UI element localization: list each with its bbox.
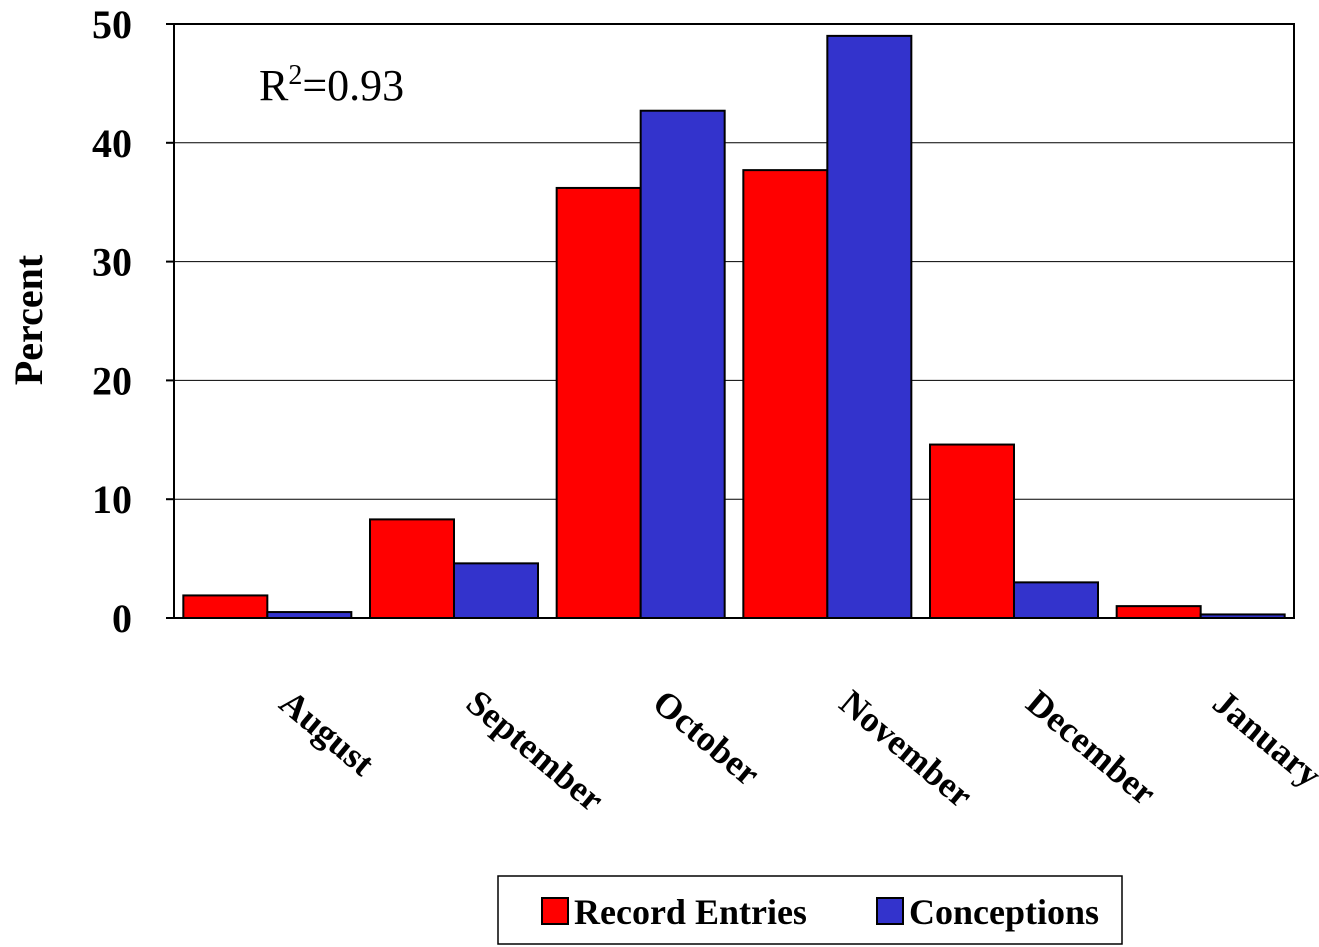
x-category-labels: August September October November December Ja… bbox=[272, 682, 1319, 819]
x-category-label-december: December bbox=[1019, 682, 1164, 813]
bar-record-entries-december bbox=[929, 443, 1015, 619]
legend-swatch-conceptions bbox=[876, 897, 904, 925]
y-tick-label-40: 40 bbox=[92, 121, 132, 166]
x-category-label-september: September bbox=[459, 682, 612, 819]
bar-conceptions-september bbox=[453, 562, 539, 619]
x-category-label-november: November bbox=[832, 682, 980, 815]
legend-label-conceptions: Conceptions bbox=[909, 892, 1099, 932]
legend-swatch-record-entries bbox=[541, 897, 569, 925]
gridlines bbox=[174, 142, 1294, 500]
bar-conceptions-december bbox=[1013, 581, 1099, 619]
r-squared-value: =0.93 bbox=[302, 61, 404, 110]
y-tick-labels: 0 10 20 30 40 50 bbox=[92, 2, 174, 641]
bar-record-entries-november bbox=[742, 169, 829, 619]
r-squared-superscript: 2 bbox=[288, 60, 302, 91]
legend-label-record-entries: Record Entries bbox=[574, 892, 807, 932]
bar-record-entries-september bbox=[369, 518, 455, 619]
y-tick-label-30: 30 bbox=[92, 240, 132, 285]
legend-box bbox=[497, 875, 1123, 945]
bars bbox=[182, 34, 1286, 619]
bar-record-entries-january bbox=[1115, 605, 1202, 619]
bar-record-entries-august bbox=[182, 594, 269, 619]
y-axis-title: Percent bbox=[6, 254, 51, 385]
y-tick-label-10: 10 bbox=[92, 477, 132, 522]
bar-record-entries-october bbox=[555, 186, 642, 619]
bar-conceptions-november bbox=[826, 34, 913, 619]
y-tick-label-0: 0 bbox=[112, 596, 132, 641]
r-squared-annotation: R2=0.93 bbox=[259, 60, 404, 110]
x-category-label-october: October bbox=[645, 682, 767, 794]
r-squared-base: R bbox=[259, 61, 289, 110]
y-tick-label-20: 20 bbox=[92, 358, 132, 403]
bar-conceptions-october bbox=[639, 109, 726, 619]
plot-area-frame bbox=[173, 23, 1295, 619]
x-category-label-august: August bbox=[272, 682, 382, 783]
x-category-label-january: January bbox=[1205, 682, 1319, 795]
y-tick-label-50: 50 bbox=[92, 2, 132, 47]
legend: Record Entries Conceptions bbox=[497, 875, 1123, 945]
